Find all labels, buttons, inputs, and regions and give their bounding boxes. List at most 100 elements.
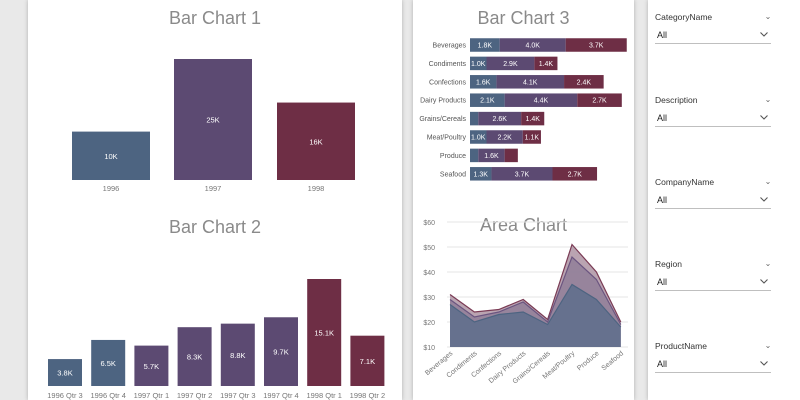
chevron-down-icon[interactable]: ⌄ — [764, 95, 772, 104]
bar-chart-3[interactable]: Beverages 1.8K 4.0K 3.7K Condiments 1.0K 2.9K 1… — [413, 0, 634, 200]
bar-segment — [470, 93, 505, 107]
bar-data-label: 16K — [309, 137, 322, 146]
slicer-title: ProductName — [655, 341, 707, 351]
chevron-down-icon[interactable]: ⌄ — [764, 12, 772, 21]
bar-chart-3-title: Bar Chart 3 — [477, 8, 570, 28]
bar-data-label: 1.8K — [478, 43, 493, 50]
bar-segment — [470, 75, 497, 89]
bar — [174, 59, 252, 180]
x-tick-label: 1997 Qtr 3 — [220, 391, 255, 400]
slicer-value: All — [657, 113, 668, 123]
bar-segment — [496, 75, 565, 89]
bar-data-label: 2.7K — [568, 171, 583, 178]
bar-segment — [478, 148, 505, 163]
area-series-line — [449, 243, 622, 323]
bar-chart-2[interactable]: 3.8K 1996 Qtr 3 6.5K 1996 Qtr 4 5.7K 1997 Qtr… — [28, 200, 402, 400]
bar-segment — [470, 38, 500, 52]
x-tick-label: Seafood — [601, 350, 626, 372]
bar-data-label: 5.7K — [144, 362, 159, 371]
slicer-dropdown[interactable]: All — [655, 109, 771, 127]
slicer-value: All — [657, 359, 668, 369]
y-tick-label: Grains/Cereals — [419, 116, 466, 123]
slicer-dropdown[interactable]: All — [655, 191, 771, 209]
bar-data-label: 15.1K — [314, 329, 334, 338]
y-tick-label: Condiments — [429, 61, 467, 68]
y-tick-label: Seafood — [440, 171, 466, 178]
middle-report-panel: Bar Chart 3 Beverages 1.8K 4.0K 3.7K Condime… — [413, 0, 634, 400]
y-tick-label: $30 — [423, 295, 435, 302]
bar-data-label: 3.8K — [57, 369, 72, 378]
bar-data-label: 1.1K — [525, 135, 540, 142]
bar-data-label: 1.6K — [484, 153, 499, 160]
bar-segment — [470, 148, 479, 163]
bar-chart-2-title: Bar Chart 2 — [168, 217, 262, 237]
bar-data-label: 3.7K — [589, 43, 604, 50]
bar-segment — [565, 38, 627, 52]
chevron-down-icon — [760, 197, 768, 202]
bar-data-label: 9.7K — [273, 348, 288, 357]
chevron-down-icon — [760, 361, 768, 366]
x-tick-label: 1996 — [103, 184, 120, 193]
bar — [350, 335, 385, 386]
x-tick-label: 1996 Qtr 3 — [47, 391, 82, 400]
bar-segment — [478, 111, 522, 126]
slicer-title: Description — [655, 95, 698, 105]
chevron-down-icon[interactable]: ⌄ — [764, 177, 772, 186]
chevron-down-icon[interactable]: ⌄ — [764, 259, 772, 268]
area-series-line — [449, 255, 622, 325]
bar-data-label: 2.4K — [577, 79, 592, 86]
y-tick-label: Meat/Poultry — [427, 135, 467, 142]
slicer-panel: CategoryName ⌄ All Description ⌄ All Com… — [648, 0, 800, 400]
bar-chart-1[interactable]: 10K 1996 25K 1997 16K 1998 — [28, 0, 402, 200]
x-tick-label: 1998 Qtr 2 — [350, 391, 385, 400]
bar-segment — [577, 93, 622, 107]
bar-data-label: 1.4K — [525, 116, 540, 123]
slicer-value: All — [657, 30, 668, 40]
bar — [134, 345, 169, 386]
bar-segment — [552, 167, 598, 181]
y-tick-label: $60 — [423, 220, 435, 227]
chevron-down-icon — [760, 32, 768, 37]
y-tick-label: Produce — [440, 153, 466, 160]
bar — [220, 323, 255, 386]
bar-segment — [564, 75, 604, 89]
bar-data-label: 1.4K — [539, 61, 554, 68]
bar-data-label: 3.7K — [515, 171, 530, 178]
slicer-dropdown[interactable]: All — [655, 355, 771, 373]
area-chart-title: Area Chart — [479, 215, 568, 235]
bar-segment — [486, 56, 535, 71]
bar-segment — [470, 167, 492, 181]
slicer-dropdown[interactable]: All — [655, 26, 771, 44]
slicer-dropdown[interactable]: All — [655, 273, 771, 291]
bar-segment — [534, 56, 558, 71]
chevron-down-icon — [760, 279, 768, 284]
bar-data-label: 2.2K — [497, 135, 512, 142]
bar — [307, 279, 342, 386]
bar-segment — [522, 130, 541, 144]
bar-data-label: 4.1K — [523, 79, 538, 86]
x-tick-label: Produce — [576, 350, 601, 372]
bar-data-label: 8.8K — [230, 351, 245, 360]
y-tick-label: $50 — [423, 245, 435, 252]
slicer-value: All — [657, 195, 668, 205]
slicer-title: CompanyName — [655, 177, 715, 187]
bar-data-label: 25K — [206, 116, 219, 125]
chevron-down-icon[interactable]: ⌄ — [764, 341, 772, 350]
bar-segment — [470, 56, 487, 71]
x-tick-label: 1997 Qtr 2 — [177, 391, 212, 400]
bar-data-label: 10K — [104, 152, 117, 161]
bar-segment — [521, 111, 545, 126]
bar-data-label: 2.1K — [480, 98, 495, 105]
bar-chart-1-title: Bar Chart 1 — [168, 8, 262, 28]
x-tick-label: 1997 Qtr 1 — [134, 391, 169, 400]
y-tick-label: Beverages — [433, 43, 467, 50]
area-series-line — [449, 283, 622, 328]
left-report-panel: Bar Chart 1 10K 1996 25K 1997 16K 1998 Bar Ch… — [28, 0, 402, 400]
y-tick-label: Dairy Products — [420, 98, 466, 105]
bar-data-label: 2.6K — [492, 116, 507, 123]
area-chart[interactable]: $10$20$30$40$50$60BeveragesCondimentsCon… — [413, 200, 634, 400]
bar-data-label: 2.9K — [503, 61, 518, 68]
bar-segment — [470, 130, 487, 144]
slicer-title: Region — [655, 259, 682, 269]
bar — [91, 339, 126, 386]
